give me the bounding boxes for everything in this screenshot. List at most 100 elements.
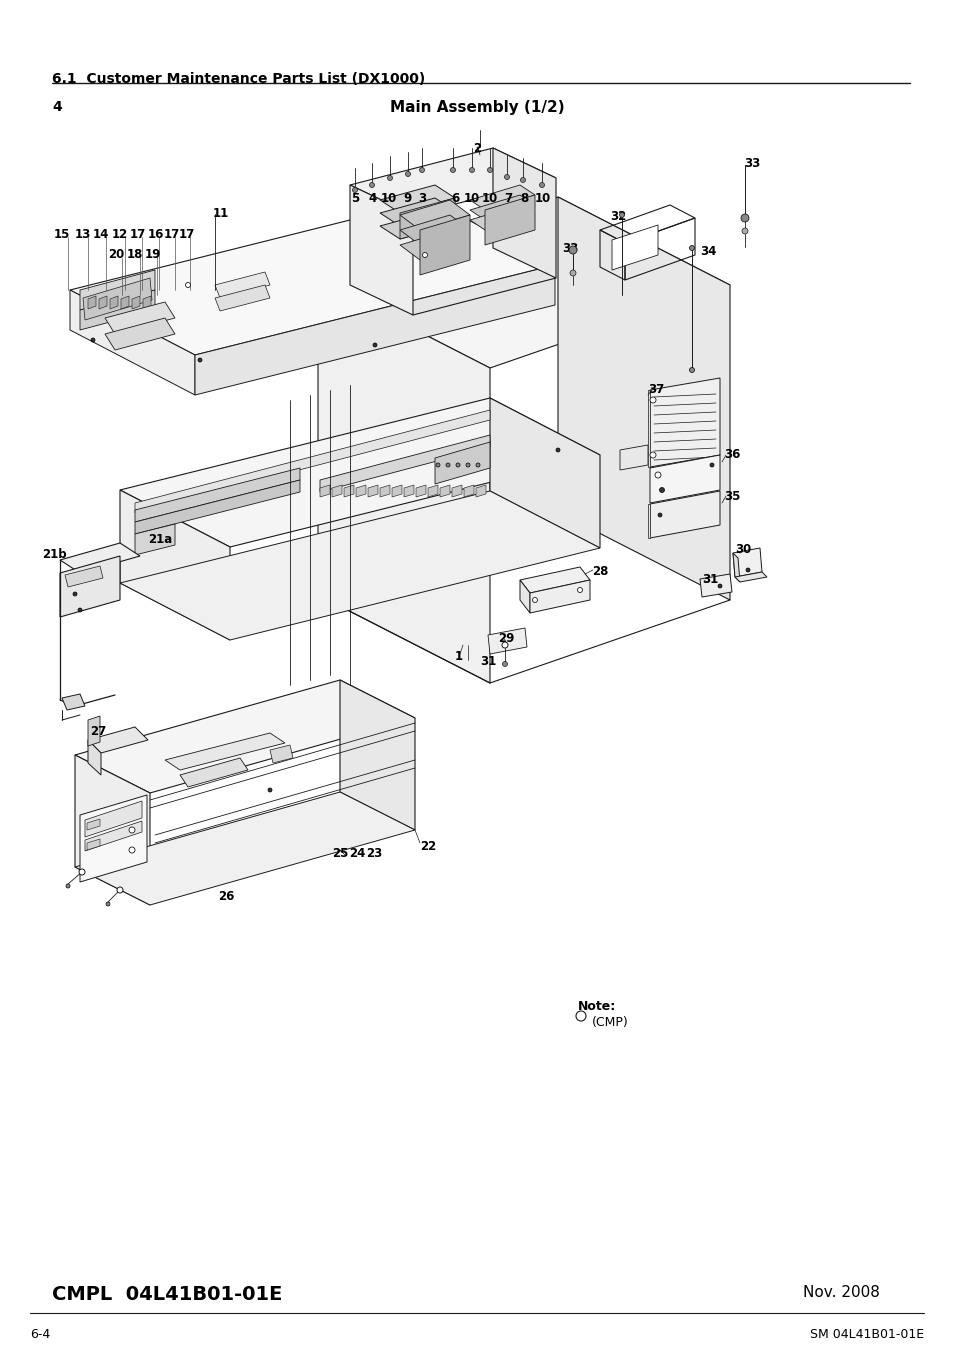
Circle shape	[422, 252, 427, 258]
Text: 10: 10	[535, 192, 551, 205]
Polygon shape	[368, 485, 377, 497]
Polygon shape	[317, 197, 729, 369]
Text: 13: 13	[74, 228, 91, 242]
Polygon shape	[379, 485, 390, 497]
Polygon shape	[355, 485, 366, 497]
Polygon shape	[85, 821, 142, 850]
Polygon shape	[214, 271, 270, 298]
Polygon shape	[647, 504, 649, 539]
Polygon shape	[88, 728, 148, 753]
Text: SM 04L41B01-01E: SM 04L41B01-01E	[809, 1328, 923, 1341]
Text: 7: 7	[503, 192, 512, 205]
Text: 33: 33	[743, 157, 760, 170]
Circle shape	[532, 598, 537, 602]
Polygon shape	[75, 755, 150, 905]
Polygon shape	[519, 580, 530, 613]
Circle shape	[106, 902, 110, 906]
Polygon shape	[62, 694, 85, 710]
Text: 28: 28	[592, 566, 608, 578]
Circle shape	[539, 182, 544, 188]
Circle shape	[185, 282, 191, 288]
Polygon shape	[87, 838, 100, 850]
Polygon shape	[399, 198, 456, 239]
Polygon shape	[530, 580, 589, 613]
Text: 25: 25	[332, 846, 348, 860]
Text: 14: 14	[92, 228, 109, 242]
Polygon shape	[435, 441, 490, 485]
Text: 21a: 21a	[148, 533, 172, 545]
Polygon shape	[399, 215, 470, 244]
Polygon shape	[70, 290, 194, 396]
Circle shape	[198, 358, 202, 362]
Polygon shape	[135, 468, 299, 522]
Polygon shape	[105, 319, 174, 350]
Polygon shape	[439, 485, 450, 497]
Text: 4: 4	[369, 192, 376, 205]
Polygon shape	[470, 185, 535, 211]
Circle shape	[66, 884, 70, 888]
Polygon shape	[110, 296, 118, 309]
Polygon shape	[519, 567, 589, 593]
Circle shape	[373, 343, 376, 347]
Polygon shape	[80, 290, 154, 329]
Text: 20: 20	[108, 248, 124, 261]
Circle shape	[659, 487, 664, 493]
Polygon shape	[399, 230, 470, 261]
Circle shape	[456, 463, 459, 467]
Circle shape	[352, 188, 357, 193]
Polygon shape	[75, 792, 415, 904]
Circle shape	[556, 448, 559, 452]
Circle shape	[741, 228, 747, 234]
Text: 10: 10	[380, 192, 396, 205]
Circle shape	[369, 182, 375, 188]
Text: 36: 36	[723, 448, 740, 460]
Polygon shape	[734, 572, 766, 582]
Polygon shape	[490, 398, 599, 548]
Polygon shape	[75, 680, 415, 792]
Circle shape	[129, 828, 135, 833]
Text: 1: 1	[455, 649, 462, 663]
Text: 3: 3	[417, 192, 426, 205]
Circle shape	[618, 212, 624, 217]
Text: 5: 5	[351, 192, 358, 205]
Polygon shape	[463, 485, 474, 497]
Circle shape	[569, 270, 576, 275]
Polygon shape	[80, 795, 147, 882]
Polygon shape	[319, 485, 330, 497]
Text: 35: 35	[723, 490, 740, 504]
Text: 24: 24	[349, 846, 365, 860]
Text: 27: 27	[90, 725, 106, 738]
Text: 17: 17	[164, 228, 180, 242]
Polygon shape	[428, 485, 437, 497]
Text: 6-4: 6-4	[30, 1328, 51, 1341]
Polygon shape	[135, 481, 299, 535]
Polygon shape	[165, 733, 285, 770]
Polygon shape	[120, 490, 230, 640]
Polygon shape	[612, 225, 658, 270]
Circle shape	[577, 587, 582, 593]
Text: 31: 31	[701, 572, 718, 586]
Circle shape	[476, 463, 479, 467]
Text: 34: 34	[700, 244, 716, 258]
Text: 17: 17	[130, 228, 146, 242]
Polygon shape	[180, 757, 248, 787]
Polygon shape	[70, 200, 555, 355]
Circle shape	[689, 367, 694, 373]
Polygon shape	[83, 278, 152, 320]
Polygon shape	[649, 455, 720, 504]
Text: 6.1  Customer Maintenance Parts List (DX1000): 6.1 Customer Maintenance Parts List (DX1…	[52, 72, 425, 86]
Polygon shape	[135, 524, 174, 555]
Polygon shape	[132, 296, 140, 309]
Polygon shape	[350, 148, 556, 215]
Text: Note:: Note:	[578, 1000, 616, 1012]
Text: 9: 9	[403, 192, 412, 205]
Polygon shape	[194, 265, 555, 396]
Circle shape	[502, 662, 507, 667]
Polygon shape	[332, 485, 341, 497]
Polygon shape	[319, 435, 490, 491]
Text: 30: 30	[734, 543, 750, 556]
Text: 31: 31	[479, 655, 496, 668]
Text: 33: 33	[561, 242, 578, 255]
Circle shape	[465, 463, 470, 467]
Text: 22: 22	[419, 840, 436, 853]
